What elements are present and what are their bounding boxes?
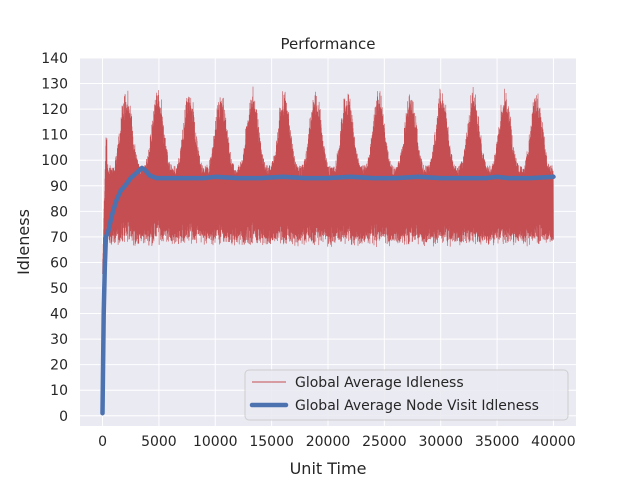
chart-title: Performance — [280, 35, 375, 53]
y-tick-label: 140 — [41, 51, 68, 67]
y-axis-label: Idleness — [14, 209, 33, 275]
series-global-average-idleness — [102, 86, 554, 275]
legend-label-idleness: Global Average Idleness — [295, 375, 464, 391]
y-tick-label: 120 — [41, 102, 68, 118]
series-layer — [100, 86, 556, 416]
y-tick-label: 80 — [50, 204, 68, 220]
y-tick-labels: 0 10 20 30 40 50 60 70 80 90 100 110 120 130 140 — [41, 51, 68, 425]
legend-label-node-visit: Global Average Node Visit Idleness — [295, 398, 539, 414]
y-tick-label: 100 — [41, 153, 68, 169]
x-tick-labels: 0 5000 10000 15000 20000 25000 30000 35000 40000 — [98, 434, 576, 450]
x-tick-label: 15000 — [249, 434, 294, 450]
y-tick-label: 30 — [50, 332, 68, 348]
y-tick-label: 50 — [50, 281, 68, 297]
x-tick-label: 40000 — [531, 434, 576, 450]
x-tick-label: 0 — [98, 434, 107, 450]
series-global-average-node-visit-idleness — [100, 165, 556, 416]
y-tick-label: 60 — [50, 255, 68, 271]
y-tick-label: 90 — [50, 179, 68, 195]
x-tick-label: 35000 — [475, 434, 520, 450]
x-tick-label: 20000 — [306, 434, 351, 450]
y-tick-label: 110 — [41, 128, 68, 144]
y-tick-label: 130 — [41, 77, 68, 93]
y-tick-label: 20 — [50, 358, 68, 374]
x-tick-label: 5000 — [141, 434, 177, 450]
legend: Global Average Idleness Global Average N… — [244, 369, 569, 421]
y-tick-label: 40 — [50, 307, 68, 323]
x-tick-label: 25000 — [362, 434, 407, 450]
x-axis-label: Unit Time — [290, 459, 367, 478]
y-tick-label: 70 — [50, 230, 68, 246]
x-tick-label: 10000 — [193, 434, 238, 450]
legend-box — [244, 369, 569, 421]
y-tick-label: 0 — [59, 409, 68, 425]
x-tick-label: 30000 — [418, 434, 463, 450]
y-tick-label: 10 — [50, 383, 68, 399]
